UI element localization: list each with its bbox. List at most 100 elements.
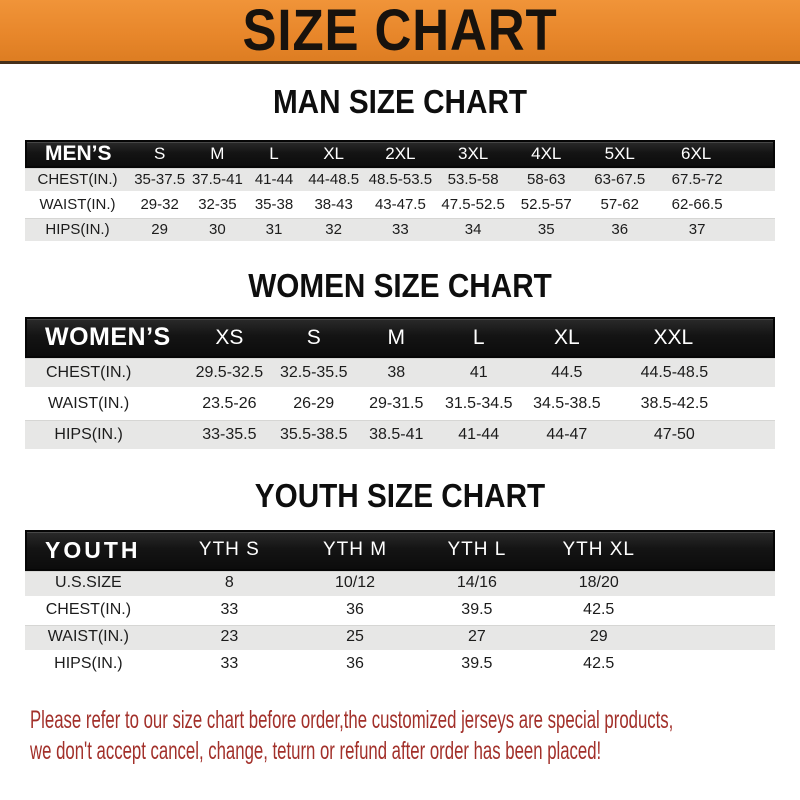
size-value-cell: 25 [295, 624, 415, 652]
size-value-cell: 48.5-53.5 [364, 167, 436, 193]
column-header: XL [302, 139, 365, 168]
size-value-cell: 33 [163, 652, 295, 679]
table-row: HIPS(IN.) 33-35.5 35.5-38.5 38.5-41 41-44 44-… [25, 420, 775, 452]
column-header: S [272, 317, 355, 359]
column-header: YTH XL [538, 529, 659, 571]
column-header: XS [186, 317, 273, 359]
size-value-cell: 47.5-52.5 [436, 193, 511, 218]
size-value-cell: 32-35 [189, 193, 246, 218]
footer-note: Please refer to our size chart before or… [30, 705, 800, 767]
table-row: U.S.SIZE 8 10/12 14/16 18/20 [25, 570, 775, 598]
row-label-cell: WAIST(IN.) [25, 389, 187, 421]
banner: SIZE CHART [0, 0, 800, 64]
table-row: WAIST(IN.) 23.5-26 26-29 29-31.5 31.5-34.5 34… [25, 389, 775, 421]
footer-note-line1: Please refer to our size chart before or… [30, 705, 674, 734]
column-header: 5XL [582, 139, 658, 168]
size-value-cell: 44.5-48.5 [613, 358, 775, 390]
men-section: MAN SIZE CHART MEN’S S M L XL 2XL 3XL 4XL 5XL 6XL… [0, 84, 800, 243]
men-size-table: MEN’S S M L XL 2XL 3XL 4XL 5XL 6XL CHEST(IN.) 35-37… [25, 139, 775, 243]
row-label-cell: HIPS(IN.) [25, 217, 130, 243]
table-row: WAIST(IN.) 29-32 32-35 35-38 38-43 43-47.5 47.… [25, 193, 775, 218]
size-value-cell: 18/20 [538, 570, 659, 598]
size-value-cell: 37.5-41 [189, 167, 246, 193]
size-value-cell: 35 [510, 217, 583, 243]
size-value-cell: 31.5-34.5 [437, 389, 520, 421]
size-value-cell: 67.5-72 [657, 167, 775, 193]
table-row: CHEST(IN.) 33 36 39.5 42.5 [25, 598, 775, 625]
size-value-cell: 38 [355, 358, 438, 390]
table-row: WAIST(IN.) 23 25 27 29 [25, 624, 775, 652]
size-value-cell: 33 [163, 598, 295, 625]
column-header: L [437, 317, 520, 359]
women-section-heading: WOMEN SIZE CHART [248, 266, 552, 304]
size-value-cell: 8 [163, 570, 295, 598]
table-row: CHEST(IN.) 29.5-32.5 32.5-35.5 38 41 44.5 44.5… [25, 358, 775, 390]
row-label-cell: WAIST(IN.) [25, 193, 130, 218]
size-value-cell: 29 [130, 217, 190, 243]
size-value-cell: 44-48.5 [302, 167, 365, 193]
table-row: HIPS(IN.) 29 30 31 32 33 34 35 36 37 [25, 217, 775, 243]
row-label-cell: HIPS(IN.) [25, 420, 187, 452]
size-value-cell: 35.5-38.5 [272, 420, 355, 452]
size-value-cell: 41 [437, 358, 520, 390]
size-value-cell: 23.5-26 [186, 389, 273, 421]
women-size-table: WOMEN’S XS S M L XL XXL CHEST(IN.) 29.5-32.5 32.5… [25, 317, 775, 452]
table-title: MEN’S [25, 139, 130, 168]
size-value-cell: 62-66.5 [657, 193, 775, 218]
column-header: M [355, 317, 438, 359]
size-value-cell: 36 [295, 652, 415, 679]
column-header: YTH S [163, 529, 295, 571]
size-value-cell: 31 [245, 217, 303, 243]
row-label-cell: CHEST(IN.) [25, 598, 164, 625]
size-value-cell: 29 [538, 624, 659, 652]
table-header-row: MEN’S S M L XL 2XL 3XL 4XL 5XL 6XL [25, 139, 775, 168]
size-value-cell: 41-44 [245, 167, 303, 193]
size-value-cell: 58-63 [510, 167, 583, 193]
table-row: HIPS(IN.) 33 36 39.5 42.5 [25, 652, 775, 679]
table-title: YOUTH [25, 529, 164, 571]
column-header: 2XL [364, 139, 436, 168]
filler-cell [658, 570, 775, 598]
size-value-cell: 32.5-35.5 [272, 358, 355, 390]
size-value-cell: 39.5 [415, 652, 539, 679]
column-header: 3XL [436, 139, 511, 168]
size-value-cell: 27 [415, 624, 539, 652]
size-value-cell: 29.5-32.5 [186, 358, 273, 390]
size-value-cell: 37 [657, 217, 775, 243]
size-value-cell: 29-32 [130, 193, 190, 218]
size-value-cell: 26-29 [272, 389, 355, 421]
size-value-cell: 23 [163, 624, 295, 652]
size-value-cell: 33-35.5 [186, 420, 273, 452]
size-value-cell: 38-43 [302, 193, 365, 218]
size-value-cell: 14/16 [415, 570, 539, 598]
size-value-cell: 39.5 [415, 598, 539, 625]
size-value-cell: 38.5-41 [355, 420, 438, 452]
size-value-cell: 35-38 [245, 193, 303, 218]
size-value-cell: 52.5-57 [510, 193, 583, 218]
size-value-cell: 38.5-42.5 [613, 389, 775, 421]
column-header: XXL [613, 317, 775, 359]
size-value-cell: 42.5 [538, 598, 659, 625]
column-header: 6XL [657, 139, 775, 168]
women-section: WOMEN SIZE CHART WOMEN’S XS S M L XL XXL CHEST(… [0, 266, 800, 452]
size-value-cell: 29-31.5 [355, 389, 438, 421]
size-value-cell: 41-44 [437, 420, 520, 452]
size-value-cell: 53.5-58 [436, 167, 511, 193]
footer-note-line2: we don't accept cancel, change, teturn o… [30, 736, 602, 765]
table-header-row: WOMEN’S XS S M L XL XXL [25, 317, 775, 359]
size-value-cell: 47-50 [613, 420, 775, 452]
size-value-cell: 36 [582, 217, 658, 243]
row-label-cell: CHEST(IN.) [25, 358, 187, 390]
youth-section: YOUTH SIZE CHART YOUTH YTH S YTH M YTH L YTH… [0, 479, 800, 679]
column-header: 4XL [510, 139, 583, 168]
size-value-cell: 36 [295, 598, 415, 625]
table-row: CHEST(IN.) 35-37.5 37.5-41 41-44 44-48.5 48.5… [25, 167, 775, 193]
page-title: SIZE CHART [242, 0, 558, 63]
filler-cell [658, 598, 775, 625]
size-value-cell: 43-47.5 [364, 193, 436, 218]
table-title: WOMEN’S [25, 317, 187, 359]
size-value-cell: 33 [364, 217, 436, 243]
row-label-cell: U.S.SIZE [25, 570, 164, 598]
size-value-cell: 30 [189, 217, 246, 243]
filler-column [658, 529, 775, 571]
